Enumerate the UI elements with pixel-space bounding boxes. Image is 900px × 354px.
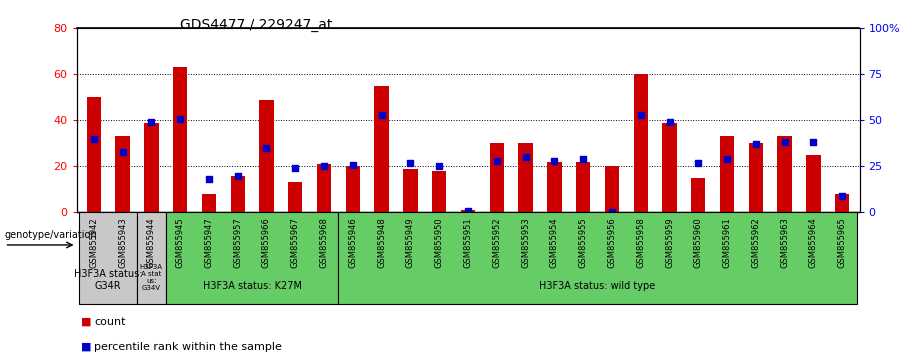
Text: count: count [94, 317, 126, 327]
Bar [490, 143, 504, 212]
Text: GSM855960: GSM855960 [694, 217, 703, 268]
Bar [115, 137, 130, 212]
Text: GSM855949: GSM855949 [406, 217, 415, 268]
Point [720, 156, 734, 162]
Text: GSM855965: GSM855965 [838, 217, 847, 268]
Bar [230, 176, 245, 212]
Bar [576, 162, 590, 212]
Bar [634, 74, 648, 212]
Point [144, 119, 158, 125]
Point [317, 164, 331, 169]
Text: GSM855959: GSM855959 [665, 217, 674, 268]
Bar [79, 212, 137, 304]
Bar [166, 212, 338, 304]
Point [806, 139, 821, 145]
Text: GSM855966: GSM855966 [262, 217, 271, 268]
Bar [86, 97, 101, 212]
Point [461, 208, 475, 213]
Point [86, 136, 101, 142]
Text: GSM855955: GSM855955 [579, 217, 588, 268]
Point [778, 139, 792, 145]
Point [259, 145, 274, 151]
Text: GSM855946: GSM855946 [348, 217, 357, 268]
Text: GSM855968: GSM855968 [320, 217, 328, 268]
Bar [749, 143, 763, 212]
Point [547, 158, 562, 164]
Text: GDS4477 / 229247_at: GDS4477 / 229247_at [180, 18, 332, 32]
Point [691, 160, 706, 166]
Bar [806, 155, 821, 212]
Text: GSM855963: GSM855963 [780, 217, 789, 268]
Bar [288, 183, 302, 212]
Bar [374, 86, 389, 212]
Text: genotype/variation: genotype/variation [4, 230, 97, 240]
Text: H3F3A status: wild type: H3F3A status: wild type [539, 281, 656, 291]
Text: H3F3A
A stat
us:
G34V: H3F3A A stat us: G34V [140, 264, 163, 291]
Bar [259, 100, 274, 212]
Text: GSM855961: GSM855961 [723, 217, 732, 268]
Text: GSM855951: GSM855951 [464, 217, 472, 268]
Bar [605, 166, 619, 212]
Text: GSM855945: GSM855945 [176, 217, 184, 268]
Point [518, 154, 533, 160]
Point [605, 210, 619, 215]
Bar [662, 123, 677, 212]
Text: GSM855954: GSM855954 [550, 217, 559, 268]
Text: ■: ■ [81, 342, 92, 352]
Bar [461, 210, 475, 212]
Point [662, 119, 677, 125]
Point [173, 116, 187, 121]
Bar [338, 212, 857, 304]
Bar [173, 67, 187, 212]
Text: GSM855962: GSM855962 [752, 217, 760, 268]
Point [490, 158, 504, 164]
Bar [720, 137, 734, 212]
Bar [518, 143, 533, 212]
Bar [137, 212, 166, 304]
Bar [403, 169, 418, 212]
Bar [691, 178, 706, 212]
Point [576, 156, 590, 162]
Bar [778, 137, 792, 212]
Text: GSM855953: GSM855953 [521, 217, 530, 268]
Text: GSM855943: GSM855943 [118, 217, 127, 268]
Text: GSM855967: GSM855967 [291, 217, 300, 268]
Text: GSM855952: GSM855952 [492, 217, 501, 268]
Text: GSM855948: GSM855948 [377, 217, 386, 268]
Bar [835, 194, 850, 212]
Text: GSM855956: GSM855956 [608, 217, 616, 268]
Text: ■: ■ [81, 317, 92, 327]
Bar [202, 194, 216, 212]
Text: GSM855942: GSM855942 [89, 217, 98, 268]
Point [403, 160, 418, 166]
Point [749, 142, 763, 147]
Text: GSM855958: GSM855958 [636, 217, 645, 268]
Point [835, 193, 850, 199]
Text: GSM855947: GSM855947 [204, 217, 213, 268]
Point [230, 173, 245, 178]
Point [374, 112, 389, 118]
Bar [432, 171, 446, 212]
Text: H3F3A status:
G34R: H3F3A status: G34R [74, 269, 142, 291]
Point [288, 165, 302, 171]
Text: GSM855957: GSM855957 [233, 217, 242, 268]
Point [346, 162, 360, 167]
Point [634, 112, 648, 118]
Text: GSM855964: GSM855964 [809, 217, 818, 268]
Bar [346, 166, 360, 212]
Point [432, 164, 446, 169]
Text: GSM855950: GSM855950 [435, 217, 444, 268]
Bar [144, 123, 158, 212]
Point [115, 149, 130, 154]
Text: GSM855944: GSM855944 [147, 217, 156, 268]
Bar [547, 162, 562, 212]
Point [202, 176, 216, 182]
Bar [317, 164, 331, 212]
Text: percentile rank within the sample: percentile rank within the sample [94, 342, 283, 352]
Text: H3F3A status: K27M: H3F3A status: K27M [202, 281, 302, 291]
